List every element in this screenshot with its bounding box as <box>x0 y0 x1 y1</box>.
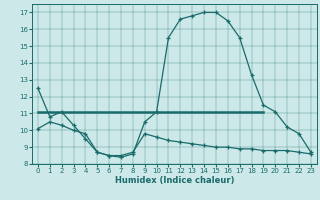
X-axis label: Humidex (Indice chaleur): Humidex (Indice chaleur) <box>115 176 234 185</box>
